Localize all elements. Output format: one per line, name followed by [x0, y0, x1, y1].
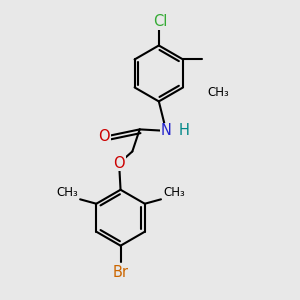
Text: Br: Br [112, 265, 129, 280]
Text: H: H [179, 123, 190, 138]
Text: CH₃: CH₃ [207, 86, 229, 99]
Text: CH₃: CH₃ [163, 186, 185, 199]
Text: N: N [161, 123, 172, 138]
Text: O: O [98, 129, 110, 144]
Text: CH₃: CH₃ [56, 186, 78, 199]
Text: Cl: Cl [153, 14, 167, 29]
Text: O: O [113, 156, 125, 171]
